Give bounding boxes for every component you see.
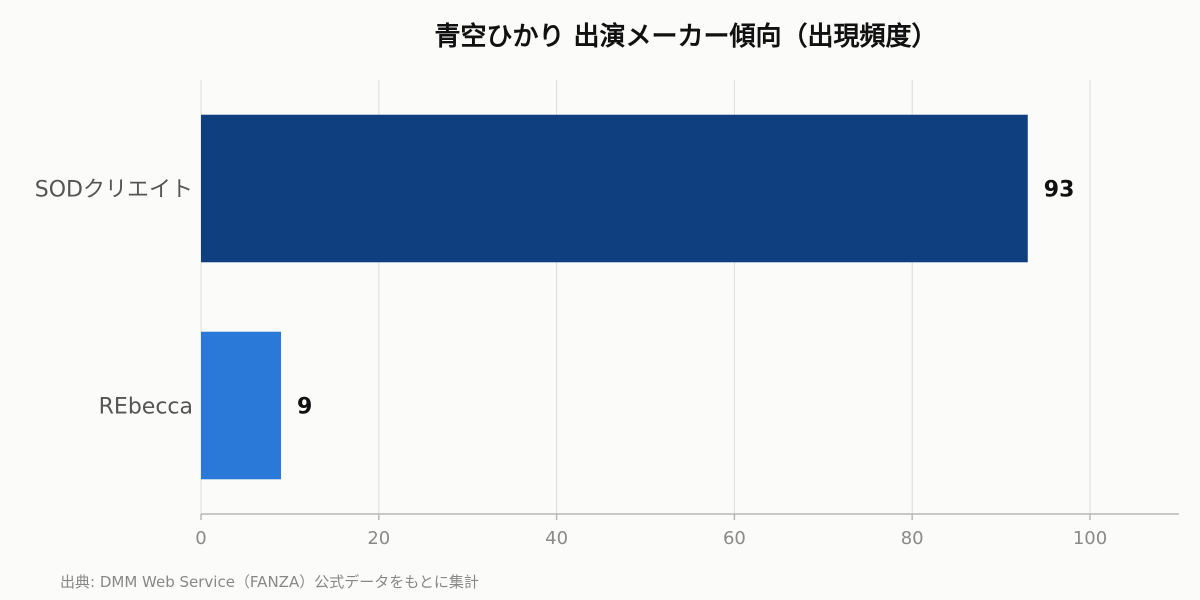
x-axis: 0 20 40 60 80 100 bbox=[195, 513, 1179, 549]
chart-title: 青空ひかり 出演メーカー傾向（出現頻度） bbox=[434, 21, 937, 52]
bar bbox=[201, 114, 1028, 263]
source-note: 出典: DMM Web Service（FANZA）公式データをもとに集計 bbox=[60, 573, 479, 591]
bars: SODクリエイト 93 REbecca 9 bbox=[35, 114, 1075, 480]
category-label: REbecca bbox=[99, 395, 193, 420]
bar bbox=[201, 331, 282, 480]
x-tick-label: 60 bbox=[723, 528, 746, 549]
x-tick-label: 0 bbox=[195, 528, 206, 549]
value-label: 9 bbox=[297, 395, 312, 420]
value-label: 93 bbox=[1044, 178, 1075, 203]
x-tick-label: 80 bbox=[901, 528, 924, 549]
x-tick-label: 40 bbox=[545, 528, 568, 549]
category-label: SODクリエイト bbox=[35, 178, 193, 203]
x-tick-label: 20 bbox=[367, 528, 390, 549]
x-tick-label: 100 bbox=[1073, 528, 1107, 549]
